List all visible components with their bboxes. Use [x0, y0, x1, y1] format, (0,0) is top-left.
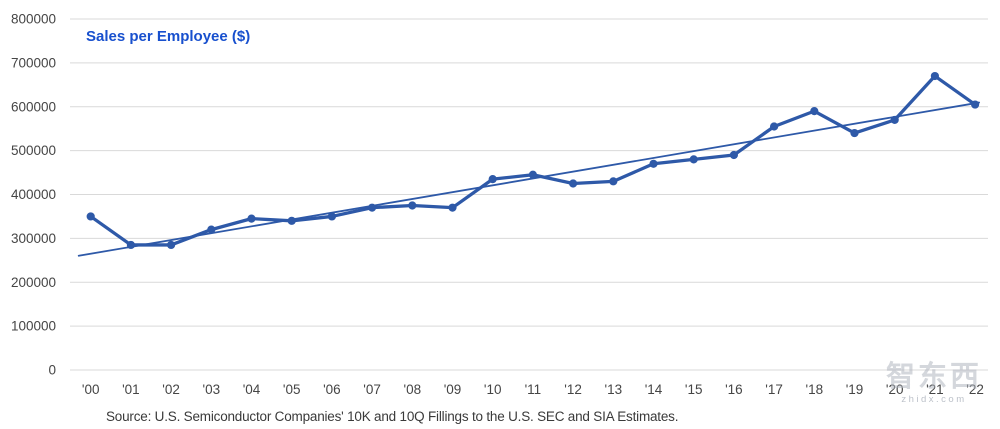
data-point-marker: [247, 214, 256, 223]
y-tick-label: 300000: [11, 231, 56, 246]
data-point-marker: [890, 115, 899, 125]
data-point-marker: [167, 240, 176, 250]
x-tick-label: '16: [725, 382, 743, 397]
x-tick-label: '07: [363, 382, 381, 397]
x-tick-label: '11: [525, 382, 542, 397]
y-tick-label: 400000: [11, 187, 56, 202]
x-tick-label: '09: [444, 382, 462, 397]
x-tick-label: '21: [926, 382, 944, 397]
x-tick-label: '13: [605, 382, 623, 397]
y-tick-label: 0: [48, 363, 56, 378]
x-tick-label: '18: [806, 382, 824, 397]
data-point-marker: [528, 170, 538, 179]
x-tick-label: '10: [484, 382, 502, 397]
x-tick-label: '22: [966, 382, 984, 397]
data-point-marker: [327, 212, 336, 221]
trendline: [77, 101, 980, 257]
data-point-marker: [971, 100, 980, 109]
y-tick-label: 600000: [11, 99, 56, 114]
data-point-marker: [770, 122, 779, 131]
x-tick-label: '03: [203, 382, 221, 397]
x-tick-label: '15: [685, 382, 703, 397]
y-tick-label: 100000: [11, 319, 56, 334]
series-line: [89, 74, 977, 247]
y-tick-label: 500000: [11, 143, 56, 158]
data-point-marker: [368, 203, 377, 212]
data-point-marker: [448, 203, 457, 212]
source-note: Source: U.S. Semiconductor Companies' 10…: [106, 409, 679, 424]
chart-title: Sales per Employee ($): [86, 28, 251, 45]
x-tick-label: '00: [82, 382, 100, 397]
data-point-marker: [287, 216, 296, 225]
data-point-marker: [126, 240, 135, 250]
x-tick-label: '20: [886, 382, 904, 397]
data-point-marker: [488, 175, 497, 184]
data-point-marker: [729, 150, 739, 160]
x-tick-label: '17: [765, 382, 783, 397]
x-tick-label: '14: [645, 382, 663, 397]
data-point-marker: [649, 159, 658, 168]
x-tick-label: '12: [564, 382, 582, 397]
data-point-marker: [408, 201, 417, 210]
x-tick-label: '05: [283, 382, 301, 397]
data-point-marker: [207, 225, 216, 234]
chart-canvas: 0 100000 200000 300000 400000 500000 600000 700…: [11, 12, 988, 397]
x-tick-label: '04: [243, 382, 261, 397]
x-tick-label: '08: [404, 382, 422, 397]
data-point-marker: [86, 212, 95, 221]
x-tick-label: '19: [846, 382, 864, 397]
y-tick-label: 200000: [11, 275, 56, 290]
x-tick-label: '06: [323, 382, 341, 397]
data-point-marker: [569, 179, 578, 188]
x-tick-label: '01: [122, 382, 140, 397]
data-point-marker: [689, 155, 698, 164]
y-tick-label: 800000: [11, 12, 56, 27]
data-point-marker: [930, 71, 940, 81]
data-point-marker: [810, 107, 819, 116]
x-tick-label: '02: [162, 382, 180, 397]
data-point-marker: [609, 177, 618, 186]
data-point-marker: [850, 128, 859, 138]
y-tick-label: 700000: [11, 55, 56, 70]
